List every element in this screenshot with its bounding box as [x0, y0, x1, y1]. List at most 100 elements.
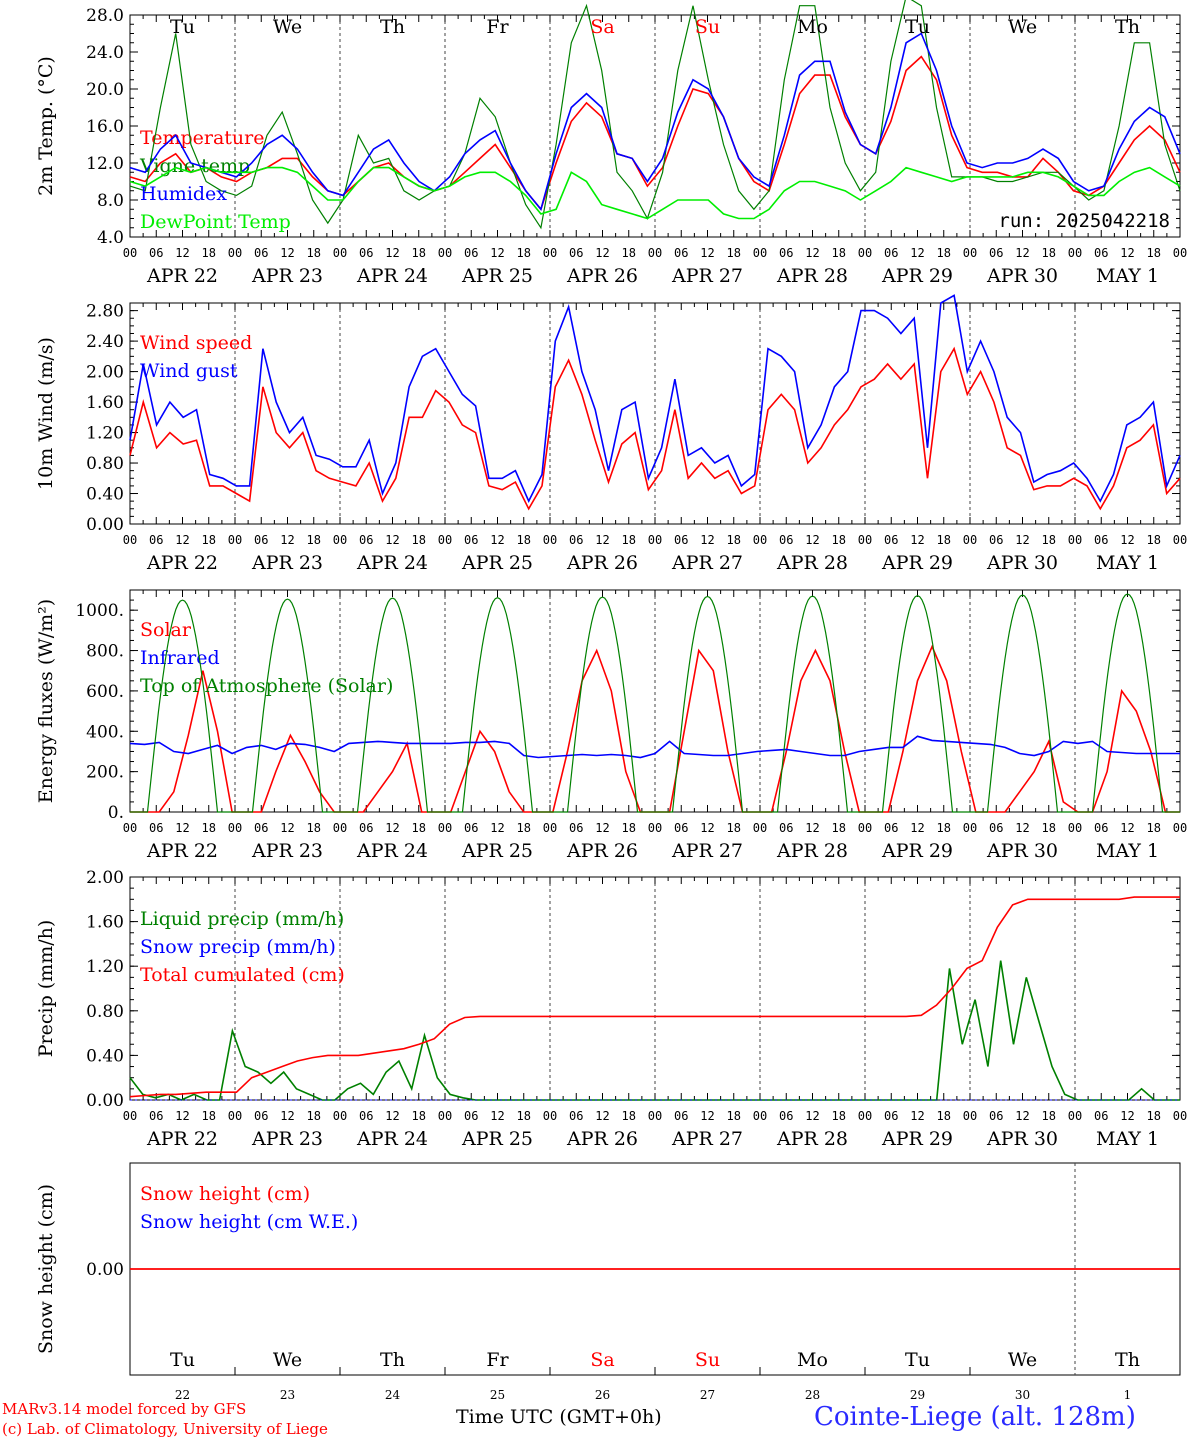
hour-tick-label: 18	[1042, 533, 1056, 547]
hour-tick-label: 00	[228, 821, 242, 835]
series-line-wind-speed	[129, 346, 1181, 511]
y-tick-label: 4.0	[97, 228, 124, 248]
hour-tick-label: 18	[937, 821, 951, 835]
hour-tick-label: 12	[595, 1109, 609, 1123]
y-axis-label: Energy fluxes (W/m²)	[35, 599, 57, 803]
hour-tick-label: 12	[595, 821, 609, 835]
hour-tick-label: 12	[175, 533, 189, 547]
hour-tick-label: 06	[254, 246, 268, 260]
date-label: MAY 1	[1096, 552, 1159, 574]
hour-tick-label: 18	[202, 821, 216, 835]
legend-entry: Humidex	[140, 183, 227, 205]
hour-tick-label: 18	[622, 533, 636, 547]
hour-tick-label: 00	[1068, 246, 1082, 260]
hour-tick-label: 18	[307, 1109, 321, 1123]
hour-tick-label: 18	[1042, 821, 1056, 835]
date-label: APR 27	[671, 840, 743, 862]
day-number: 29	[910, 1388, 925, 1402]
hour-tick-label: 06	[779, 246, 793, 260]
date-label: APR 30	[986, 265, 1058, 287]
day-label-bottom: Fr	[486, 1349, 509, 1371]
date-label: APR 26	[566, 552, 638, 574]
date-label: APR 27	[671, 1128, 743, 1150]
run-label: run: 2025042218	[998, 210, 1170, 232]
y-tick-label: 0.80	[86, 454, 124, 474]
hour-tick-label: 06	[884, 533, 898, 547]
hour-tick-label: 18	[1042, 1109, 1056, 1123]
date-label: MAY 1	[1096, 1128, 1159, 1150]
y-axis-label: Snow height (cm)	[35, 1184, 57, 1354]
date-label: APR 28	[776, 265, 848, 287]
hour-tick-label: 06	[359, 246, 373, 260]
hour-tick-label: 12	[280, 246, 294, 260]
date-label: MAY 1	[1096, 840, 1159, 862]
hour-tick-label: 18	[937, 1109, 951, 1123]
day-label-bottom: Th	[1115, 1349, 1140, 1371]
y-tick-label: 0.	[108, 803, 124, 823]
hour-tick-label: 00	[753, 246, 767, 260]
hour-tick-label: 06	[884, 246, 898, 260]
y-tick-label: 8.0	[97, 191, 124, 211]
hour-tick-label: 12	[280, 1109, 294, 1123]
series-line-dewpoint-temp	[129, 166, 1181, 220]
series-line-wind-gust	[129, 294, 1181, 503]
hour-tick-label: 00	[228, 533, 242, 547]
day-label: Su	[695, 16, 720, 38]
hour-tick-label: 00	[123, 246, 137, 260]
hour-tick-label: 06	[1094, 821, 1108, 835]
hour-tick-label: 18	[517, 246, 531, 260]
hour-tick-label: 06	[464, 821, 478, 835]
hour-tick-label: 06	[149, 533, 163, 547]
y-tick-label: 0.00	[86, 515, 124, 535]
hour-tick-label: 12	[910, 821, 924, 835]
day-label-bottom: Su	[695, 1349, 720, 1371]
hour-tick-label: 06	[989, 821, 1003, 835]
hour-tick-label: 00	[963, 1109, 977, 1123]
hour-tick-label: 00	[543, 533, 557, 547]
hour-tick-label: 00	[648, 821, 662, 835]
day-label: Fr	[486, 16, 509, 38]
day-number: 1	[1124, 1388, 1132, 1402]
hour-tick-label: 00	[228, 1109, 242, 1123]
series-line-total-cumulated-cm-	[129, 896, 1180, 1098]
hour-tick-label: 00	[1173, 1109, 1187, 1123]
hour-tick-label: 18	[727, 1109, 741, 1123]
hour-tick-label: 18	[1147, 533, 1161, 547]
hour-tick-label: 00	[1068, 1109, 1082, 1123]
legend-entry: Snow height (cm)	[140, 1183, 310, 1205]
hour-tick-label: 00	[1068, 533, 1082, 547]
day-label: Tu	[905, 16, 930, 38]
legend-entry: Total cumulated (cm)	[140, 964, 345, 986]
hour-tick-label: 18	[727, 533, 741, 547]
day-number: 24	[385, 1388, 401, 1402]
hour-tick-label: 00	[333, 821, 347, 835]
y-tick-label: 28.0	[86, 6, 124, 26]
legend-entry: Vigne temp	[139, 155, 250, 177]
hour-tick-label: 00	[648, 1109, 662, 1123]
y-tick-label: 400.	[86, 722, 124, 742]
date-label: APR 29	[881, 265, 953, 287]
date-label: APR 26	[566, 1128, 638, 1150]
hour-tick-label: 12	[385, 246, 399, 260]
hour-tick-label: 00	[438, 246, 452, 260]
hour-tick-label: 12	[910, 533, 924, 547]
hour-tick-label: 12	[1120, 246, 1134, 260]
hour-tick-label: 00	[123, 533, 137, 547]
hour-tick-label: 12	[700, 1109, 714, 1123]
hour-tick-label: 06	[359, 533, 373, 547]
date-label: APR 22	[146, 840, 218, 862]
hour-tick-label: 18	[1147, 1109, 1161, 1123]
y-tick-label: 2.40	[86, 332, 124, 352]
series-line-infrared	[129, 735, 1180, 759]
hour-tick-label: 18	[832, 246, 846, 260]
time-axis-label: Time UTC (GMT+0h)	[456, 1406, 662, 1428]
hour-tick-label: 12	[175, 1109, 189, 1123]
legend-entry: Solar	[140, 619, 192, 641]
hour-tick-label: 06	[254, 533, 268, 547]
hour-tick-label: 12	[700, 821, 714, 835]
hour-tick-label: 06	[779, 821, 793, 835]
y-tick-label: 2.00	[86, 363, 124, 383]
hour-tick-label: 06	[674, 246, 688, 260]
date-label: APR 26	[566, 840, 638, 862]
hour-tick-label: 12	[490, 533, 504, 547]
